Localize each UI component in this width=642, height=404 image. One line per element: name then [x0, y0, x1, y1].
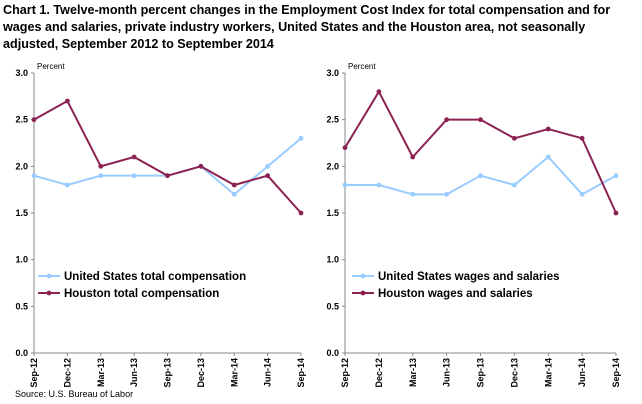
- data-point: [265, 173, 271, 179]
- y-tick-label: 1.5: [326, 208, 339, 218]
- x-tick-label: Sep-14: [611, 358, 621, 388]
- chart-source: Source: U.S. Bureau of Labor: [15, 389, 134, 399]
- y-tick-label: 3.0: [326, 68, 339, 78]
- legend-swatch-marker: [46, 273, 52, 279]
- legend-label: United States wages and salaries: [378, 271, 560, 283]
- data-point: [511, 135, 517, 141]
- data-point: [231, 191, 237, 197]
- data-point: [342, 145, 348, 151]
- data-point: [98, 173, 104, 179]
- data-point: [298, 135, 304, 141]
- data-point: [31, 117, 37, 123]
- data-point: [131, 173, 137, 179]
- legend-label: United States total compensation: [64, 271, 246, 283]
- x-tick-label: Dec-13: [509, 358, 519, 388]
- x-tick-label: Jun-14: [263, 358, 273, 387]
- data-point: [444, 117, 450, 123]
- series-line-0: [33, 137, 302, 196]
- chart-panel-total-compensation: Percent 0.0 0.5 1.0 1.5 2.0 2.5 3.0 Sep-12 Dec-12…: [15, 62, 306, 388]
- data-point: [165, 173, 170, 179]
- chart-panel-wages-and-salaries: Percent 0.0 0.5 1.0 1.5 2.0 2.5 3.0 Sep-12 Dec-12…: [326, 62, 621, 388]
- data-point: [613, 210, 619, 216]
- series-line-1: [33, 99, 302, 214]
- legend-swatch-marker: [360, 290, 366, 296]
- legend-label: Houston total compensation: [64, 288, 219, 300]
- x-tick-label: Mar-14: [229, 358, 239, 387]
- x-tick-label: Dec-13: [196, 358, 206, 388]
- x-tick-label: Jun-13: [129, 358, 139, 387]
- data-point: [298, 210, 304, 216]
- data-point: [478, 173, 483, 179]
- y-tick-label: 1.0: [326, 255, 339, 265]
- legend-swatch-marker: [46, 290, 52, 296]
- data-point: [613, 173, 619, 179]
- data-point: [478, 117, 483, 123]
- x-tick-label: Jun-14: [577, 358, 587, 387]
- y-tick-label: 0.5: [326, 301, 339, 311]
- x-tick-label: Mar-14: [543, 358, 553, 387]
- data-point: [579, 135, 585, 141]
- data-point: [131, 154, 137, 160]
- data-point: [511, 182, 517, 188]
- y-tick-label: 2.5: [15, 115, 28, 125]
- x-tick-label: Sep-14: [296, 358, 306, 388]
- data-point: [579, 191, 585, 197]
- data-point: [64, 182, 70, 188]
- y-tick-label: 0.0: [15, 348, 28, 358]
- y-tick-label: 0.5: [15, 301, 28, 311]
- data-point: [31, 173, 37, 179]
- y-tick-label: 3.0: [15, 68, 28, 78]
- data-point: [545, 126, 551, 132]
- chart-title: Chart 1. Twelve-month percent changes in…: [3, 3, 611, 51]
- data-point: [376, 182, 382, 188]
- legend-swatch-marker: [360, 273, 366, 279]
- legend-label: Houston wages and salaries: [378, 288, 533, 300]
- data-point: [64, 98, 70, 104]
- x-tick-label: Sep-13: [163, 358, 173, 388]
- data-point: [444, 191, 450, 197]
- x-tick-label: Dec-12: [374, 358, 384, 388]
- y-axis-unit-label: Percent: [348, 62, 376, 71]
- y-axis-unit-label: Percent: [37, 62, 65, 71]
- y-tick-label: 0.0: [326, 348, 339, 358]
- x-tick-label: Mar-13: [408, 358, 418, 387]
- series-line-1: [344, 89, 617, 214]
- y-tick-label: 2.5: [326, 115, 339, 125]
- data-point: [545, 154, 551, 160]
- x-tick-label: Jun-13: [442, 358, 452, 387]
- data-point: [231, 182, 237, 188]
- data-point: [376, 89, 382, 95]
- y-tick-label: 1.5: [15, 208, 28, 218]
- data-point: [410, 154, 416, 160]
- data-point: [198, 163, 204, 169]
- data-point: [410, 191, 416, 197]
- x-tick-label: Sep-12: [29, 358, 39, 388]
- y-tick-label: 1.0: [15, 255, 28, 265]
- y-tick-label: 2.0: [15, 161, 28, 171]
- x-tick-label: Sep-12: [340, 358, 350, 388]
- x-tick-label: Sep-13: [476, 358, 486, 388]
- x-tick-label: Dec-12: [62, 358, 72, 388]
- data-point: [265, 163, 271, 169]
- data-point: [342, 182, 348, 188]
- y-tick-label: 2.0: [326, 161, 339, 171]
- x-tick-label: Mar-13: [96, 358, 106, 387]
- data-point: [98, 163, 104, 169]
